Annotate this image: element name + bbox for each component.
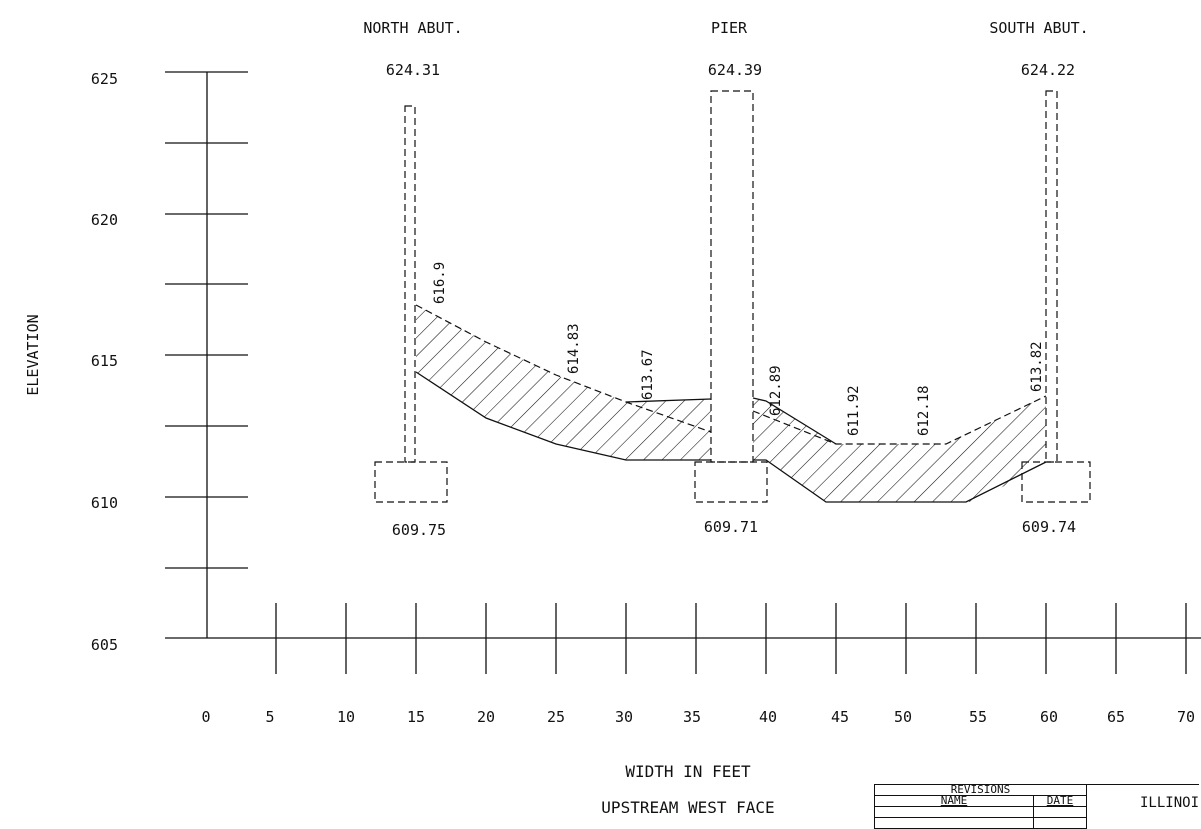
pier-column [710,90,754,463]
north-footing-elevation: 609.75 [392,521,446,539]
x-tick-label: 20 [477,708,495,726]
south-abutment-footing [1021,461,1091,503]
revision-row-date [1033,806,1087,818]
pier-header: PIER [711,19,748,37]
pier-footing [694,461,768,503]
revisions-date-header: DATE [1033,795,1087,807]
agency-title: ILLINOI [1140,795,1200,811]
streambed-upper-line-east [752,397,837,445]
y-tick-label: 615 [91,352,118,370]
x-tick-label: 70 [1177,708,1195,726]
x-tick-label: 35 [683,708,701,726]
south-top-elevation: 624.22 [1021,61,1075,79]
revisions-title: REVISIONS [874,784,1087,796]
north-top-elevation: 624.31 [386,61,440,79]
north-abutment-footing [374,461,448,503]
pier-footing-elevation: 609.71 [704,518,758,536]
x-tick-label: 55 [969,708,987,726]
north-abutment-wall [404,105,416,463]
streambed-hatch-east [753,396,1046,502]
streambed-elevation-label: 616.9 [432,262,448,304]
x-tick-label: 25 [547,708,565,726]
south-abutment-header: SOUTH ABUT. [989,19,1088,37]
x-axis-ticks [275,603,1187,674]
streambed-elevation-label: 612.89 [768,365,784,416]
x-tick-label: 10 [337,708,355,726]
north-abutment-header: NORTH ABUT. [363,19,462,37]
revision-row-date [1033,817,1087,829]
streambed-elevation-label: 611.92 [846,385,862,436]
x-tick-label: 40 [759,708,777,726]
y-tick-label: 625 [91,70,118,88]
streambed-elevation-label: 614.83 [566,323,582,374]
y-tick-label: 620 [91,211,118,229]
x-tick-label: 45 [831,708,849,726]
x-tick-label: 60 [1040,708,1058,726]
x-tick-label: 15 [407,708,425,726]
view-subtitle: UPSTREAM WEST FACE [601,798,774,817]
x-tick-label: 65 [1107,708,1125,726]
south-footing-elevation: 609.74 [1022,518,1076,536]
streambed-elevation-label: 613.67 [640,349,656,400]
profile-dashed-east [752,395,1047,445]
streambed-elevation-label: 612.18 [916,385,932,436]
x-tick-label: 30 [615,708,633,726]
x-axis-title: WIDTH IN FEET [625,762,751,781]
revision-row-name [874,806,1034,818]
x-tick-label: 5 [265,708,274,726]
revisions-name-header: NAME [874,795,1034,807]
y-tick-label: 610 [91,494,118,512]
pier-top-elevation: 624.39 [708,61,762,79]
revision-row-name [874,817,1034,829]
streambed-hatch-west [416,305,711,460]
x-tick-label: 0 [201,708,210,726]
streambed-lower-line-east [753,459,1047,503]
x-tick-label: 50 [894,708,912,726]
profile-dashed-west [415,304,712,433]
streambed-lower-line-west [415,371,711,461]
y-axis-ticks [165,71,248,569]
y-axis-title: ELEVATION [24,314,42,395]
streambed-upper-line-west [625,398,712,403]
streambed-elevation-label: 613.82 [1029,341,1045,392]
y-tick-label: 605 [91,636,118,654]
south-abutment-wall [1045,90,1058,463]
